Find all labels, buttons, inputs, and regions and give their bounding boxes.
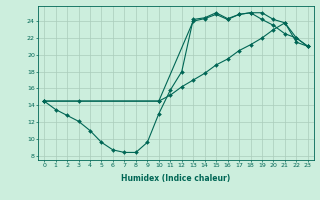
X-axis label: Humidex (Indice chaleur): Humidex (Indice chaleur) bbox=[121, 174, 231, 183]
